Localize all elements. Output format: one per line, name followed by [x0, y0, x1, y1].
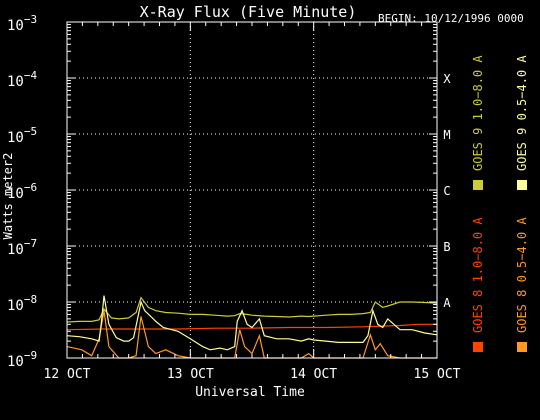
flare-class-label: C [443, 184, 450, 198]
x-tick-labels: 12 OCT 13 OCT 14 OCT 15 OCT [44, 367, 461, 382]
grid-lines [67, 22, 437, 358]
x-tick-label: 14 OCT [290, 367, 337, 382]
legend-label: GOES 8 1.0−8.0 A [471, 217, 485, 333]
flare-class-label: B [443, 240, 450, 254]
y-tick-label: 10−4 [7, 69, 37, 90]
y-tick-labels: 10−3 10−4 10−5 10−6 10−7 10−8 10−9 [7, 13, 37, 370]
flare-class-label: A [443, 296, 451, 310]
series-line-4 [66, 295, 438, 351]
legend: GOES 8 1.0−8.0 A GOES 8 0.5−4.0 A GOES 9 1… [471, 55, 529, 352]
legend-swatch [517, 180, 527, 190]
legend-label: GOES 8 0.5−4.0 A [515, 217, 529, 333]
legend-swatch [473, 180, 483, 190]
series-line-2 [66, 310, 437, 359]
x-tick-label: 12 OCT [44, 367, 91, 382]
y-tick-label: 10−3 [7, 13, 37, 34]
x-tick-label: 13 OCT [167, 367, 214, 382]
legend-swatch [517, 342, 527, 352]
y-tick-label: 10−5 [7, 125, 37, 146]
y-tick-label: 10−9 [7, 349, 37, 370]
flare-class-label: X [443, 72, 451, 86]
legend-label: GOES 9 1.0−8.0 A [471, 55, 485, 171]
flare-class-labels: X M C B A [443, 72, 451, 310]
begin-label: BEGIN: 10/12/1996 0000 [378, 12, 524, 25]
series-line-3 [66, 296, 438, 323]
y-tick-label: 10−7 [7, 237, 37, 258]
series-lines [66, 295, 438, 359]
x-axis-label: Universal Time [195, 385, 305, 400]
chart-title: X-Ray Flux (Five Minute) [140, 3, 357, 21]
y-tick-label: 10−8 [7, 293, 37, 314]
legend-label: GOES 9 0.5−4.0 A [515, 55, 529, 171]
y-tick-label: 10−6 [7, 181, 37, 202]
x-tick-label: 15 OCT [414, 367, 461, 382]
plot-frame [66, 21, 438, 359]
legend-swatch [473, 342, 483, 352]
flare-class-label: M [443, 128, 450, 142]
y-axis-label: Watts meter2 [1, 153, 15, 240]
